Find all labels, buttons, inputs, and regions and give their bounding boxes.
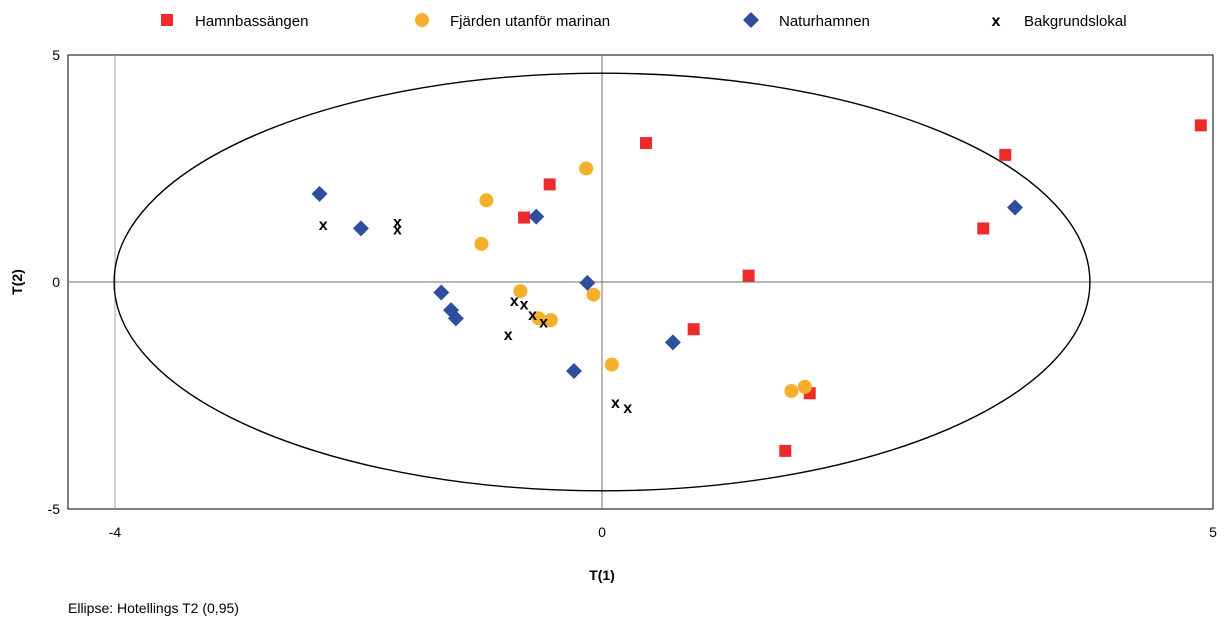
y-tick-label-0: -5 xyxy=(48,501,61,517)
data-marks: x xxx xx xxx x xyxy=(311,119,1207,457)
data-point-s0-4 xyxy=(977,222,990,235)
data-point-s1-8 xyxy=(784,383,799,398)
data-point-s1-0 xyxy=(579,161,594,176)
data-point-s2-0 xyxy=(311,185,328,202)
data-point-s2-7 xyxy=(579,274,596,291)
data-point-s1-6 xyxy=(543,313,558,328)
tick-labels: -4 0 5 -5 0 5 xyxy=(48,47,1218,540)
hotelling-t2-ellipse xyxy=(113,72,1091,492)
x-tick-label-0: -4 xyxy=(109,524,122,540)
x-tick-label-2: 5 xyxy=(1209,524,1217,540)
legend-label-3: Bakgrundslokal xyxy=(1024,13,1127,30)
data-point-s0-3 xyxy=(999,148,1012,161)
x-axis-title: T(1) xyxy=(589,567,615,583)
data-point-s3-1: x xyxy=(393,215,402,232)
data-point-s0-7 xyxy=(687,323,700,336)
legend-marker-2 xyxy=(743,12,759,28)
data-point-s1-2 xyxy=(474,236,489,251)
legend: Hamnbassängen Fjärden utanför marinan Natu… xyxy=(161,12,1127,30)
y-tick-label-2: 5 xyxy=(52,47,60,63)
data-point-s2-8 xyxy=(664,334,681,351)
legend-marker-1 xyxy=(415,13,429,27)
y-tick-label-1: 0 xyxy=(52,274,60,290)
data-point-s3-8: x xyxy=(611,395,620,412)
data-point-s2-2 xyxy=(528,208,545,225)
data-point-s0-5 xyxy=(1194,119,1207,132)
data-point-s2-1 xyxy=(352,220,369,237)
gridlines xyxy=(68,55,1213,509)
legend-marker-3: x xyxy=(992,13,1001,30)
data-point-s3-6: x xyxy=(539,314,548,331)
ellipse-note: Ellipse: Hotellings T2 (0,95) xyxy=(68,600,239,616)
data-point-s0-9 xyxy=(779,444,792,457)
data-point-s1-4 xyxy=(586,287,601,302)
data-point-s3-7: x xyxy=(504,327,513,344)
legend-label-2: Naturhamnen xyxy=(779,13,870,30)
data-point-s2-6 xyxy=(447,310,464,327)
data-point-s1-1 xyxy=(479,193,494,208)
data-point-s0-1 xyxy=(543,178,556,191)
data-point-s1-5 xyxy=(531,311,546,326)
legend-label-1: Fjärden utanför marinan xyxy=(450,13,610,30)
legend-marker-0 xyxy=(161,14,173,26)
data-point-s3-2: x xyxy=(393,221,402,238)
data-point-s3-4: x xyxy=(520,296,529,313)
data-point-s3-3: x xyxy=(510,293,519,310)
legend-label-0: Hamnbassängen xyxy=(195,13,308,30)
data-point-s3-9: x xyxy=(623,400,632,417)
data-point-s1-7 xyxy=(604,357,619,372)
data-point-s1-3 xyxy=(513,284,528,299)
data-point-s2-4 xyxy=(433,284,450,301)
data-point-s0-2 xyxy=(518,211,531,224)
data-point-s3-5: x xyxy=(528,307,537,324)
data-point-s1-9 xyxy=(797,379,812,394)
y-axis-title: T(2) xyxy=(9,269,25,295)
data-point-s0-0 xyxy=(639,137,652,150)
data-point-s3-0: x xyxy=(319,217,328,234)
x-tick-label-1: 0 xyxy=(598,524,606,540)
data-point-s0-6 xyxy=(742,269,755,282)
data-point-s2-9 xyxy=(565,362,582,379)
data-point-s2-3 xyxy=(1007,199,1024,216)
